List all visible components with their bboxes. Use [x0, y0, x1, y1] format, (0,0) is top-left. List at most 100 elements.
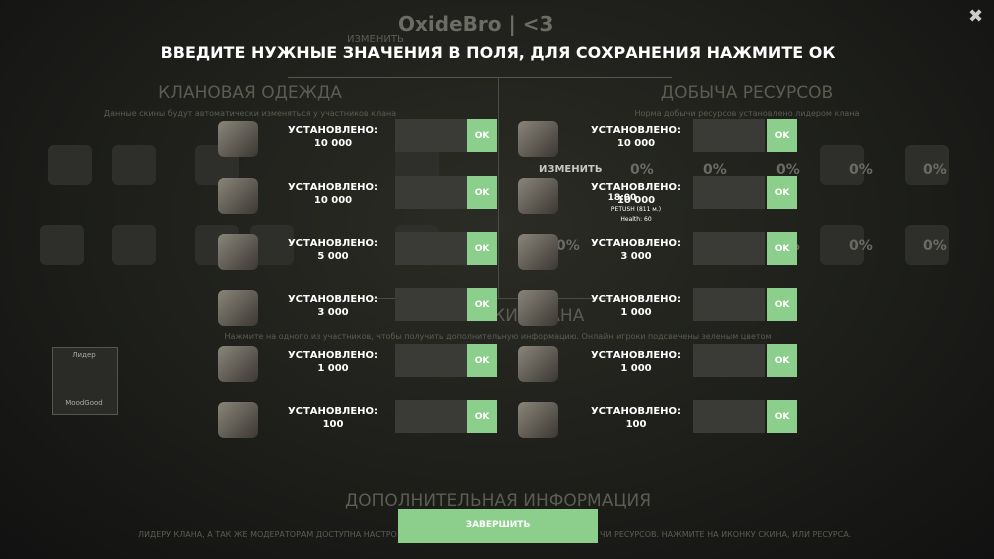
percentage: 0%: [849, 162, 873, 178]
percentage: 0%: [776, 162, 800, 178]
section-subtitle: Норма добычи ресурсов установлено лидеро…: [634, 109, 860, 118]
set-label: УСТАНОВЛЕНО:: [287, 182, 379, 193]
item-icon: [218, 234, 258, 270]
value-input[interactable]: [693, 176, 765, 209]
ok-button[interactable]: OK: [467, 232, 497, 265]
value-input[interactable]: [693, 344, 765, 377]
ok-button[interactable]: OK: [767, 119, 797, 152]
tooltip-health: Health: 60: [620, 216, 652, 223]
member-card[interactable]: [52, 347, 118, 415]
finish-label[interactable]: ЗАВЕРШИТЬ: [465, 520, 531, 530]
set-label: УСТАНОВЛЕНО:: [590, 182, 682, 193]
edit-link[interactable]: ИЗМЕНИТЬ: [539, 164, 603, 175]
divider: [372, 298, 622, 299]
ok-button[interactable]: OK: [467, 176, 497, 209]
set-value: 3 000: [620, 251, 652, 262]
ok-button[interactable]: OK: [767, 232, 797, 265]
ok-button[interactable]: OK: [467, 344, 497, 377]
value-input[interactable]: [693, 119, 765, 152]
section-title: ДОПОЛНИТЕЛЬНАЯ ИНФОРМАЦИЯ: [344, 491, 652, 511]
ok-button[interactable]: OK: [767, 344, 797, 377]
bg-icon: [112, 145, 156, 185]
set-label: УСТАНОВЛЕНО:: [590, 406, 682, 417]
bg-icon: [40, 225, 84, 265]
item-icon: [218, 402, 258, 438]
set-label: УСТАНОВЛЕНО:: [287, 350, 379, 361]
set-label: УСТАНОВЛЕНО:: [287, 294, 379, 305]
item-icon: [518, 290, 558, 326]
percentage: 0%: [923, 162, 947, 178]
percentage: 0%: [556, 238, 580, 254]
percentage: 0%: [849, 238, 873, 254]
ok-button[interactable]: OK: [767, 176, 797, 209]
ok-button[interactable]: OK: [767, 288, 797, 321]
ok-button[interactable]: OK: [467, 400, 497, 433]
set-value: 5 000: [317, 251, 349, 262]
section-title: КЛАНОВАЯ ОДЕЖДА: [158, 83, 342, 103]
item-icon: [218, 121, 258, 157]
set-value: 100: [322, 419, 344, 430]
value-input[interactable]: [693, 232, 765, 265]
value-input[interactable]: [395, 119, 467, 152]
ok-button[interactable]: OK: [467, 119, 497, 152]
close-button[interactable]: ✖: [968, 6, 984, 27]
set-value: 10 000: [313, 195, 353, 206]
value-input[interactable]: [693, 400, 765, 433]
section-title: ДОБЫЧА РЕСУРСОВ: [660, 83, 834, 103]
ok-button[interactable]: OK: [467, 288, 497, 321]
bg-icon: [820, 225, 864, 265]
member-name: MoodGood: [65, 399, 103, 407]
percentage: 0%: [923, 238, 947, 254]
section-subtitle: Данные скины будут автоматически изменят…: [103, 109, 397, 118]
value-input[interactable]: [395, 344, 467, 377]
set-label: УСТАНОВЛЕНО:: [590, 125, 682, 136]
dialog-heading: ВВЕДИТЕ НУЖНЫЕ ЗНАЧЕНИЯ В ПОЛЯ, ДЛЯ СОХР…: [160, 43, 836, 62]
section-subtitle: Нажмите на одного из участников, чтобы п…: [224, 332, 772, 341]
bg-icon: [112, 225, 156, 265]
tooltip-time: 18:00: [607, 193, 637, 203]
finish-button[interactable]: [398, 509, 598, 543]
bg-icon: [48, 145, 92, 185]
footer-text: ЧИ РЕСУРСОВ. НАЖМИТЕ НА ИКОНКУ СКИНА, ИЛ…: [600, 530, 852, 539]
set-value: 1 000: [317, 363, 349, 374]
item-icon: [518, 234, 558, 270]
set-value: 10 000: [616, 138, 656, 149]
divider: [288, 77, 672, 78]
item-icon: [518, 178, 558, 214]
bg-icon: [820, 145, 864, 185]
value-input[interactable]: [693, 288, 765, 321]
percentage: 0%: [630, 162, 654, 178]
divider: [498, 78, 499, 298]
set-value: 10 000: [313, 138, 353, 149]
set-label: УСТАНОВЛЕНО:: [287, 238, 379, 249]
bg-icon: [905, 225, 949, 265]
set-label: УСТАНОВЛЕНО:: [590, 294, 682, 305]
item-icon: [218, 178, 258, 214]
set-label: УСТАНОВЛЕНО:: [590, 350, 682, 361]
percentage: 0%: [703, 162, 727, 178]
item-icon: [518, 121, 558, 157]
tooltip-name: PETUSH (811 м.): [610, 206, 662, 213]
item-icon: [518, 346, 558, 382]
set-label: УСТАНОВЛЕНО:: [590, 238, 682, 249]
item-icon: [218, 346, 258, 382]
set-value: 1 000: [620, 307, 652, 318]
set-label: УСТАНОВЛЕНО:: [287, 125, 379, 136]
set-value: 1 000: [620, 363, 652, 374]
set-label: УСТАНОВЛЕНО:: [287, 406, 379, 417]
set-value: 100: [625, 419, 647, 430]
value-input[interactable]: [395, 232, 467, 265]
value-input[interactable]: [395, 176, 467, 209]
value-input[interactable]: [395, 288, 467, 321]
footer-text: ЛИДЕРУ КЛАНА, А ТАК ЖЕ МОДЕРАТОРАМ ДОСТУ…: [138, 530, 397, 539]
edit-link[interactable]: ИЗМЕНИТЬ: [347, 34, 404, 45]
bg-title: OxideBro | <3: [398, 12, 554, 36]
set-value: 3 000: [317, 307, 349, 318]
ok-button[interactable]: OK: [767, 400, 797, 433]
item-icon: [518, 402, 558, 438]
set-value: 10 000: [616, 195, 656, 206]
member-role: Лидер: [72, 351, 96, 359]
bg-icon: [905, 145, 949, 185]
value-input[interactable]: [395, 400, 467, 433]
